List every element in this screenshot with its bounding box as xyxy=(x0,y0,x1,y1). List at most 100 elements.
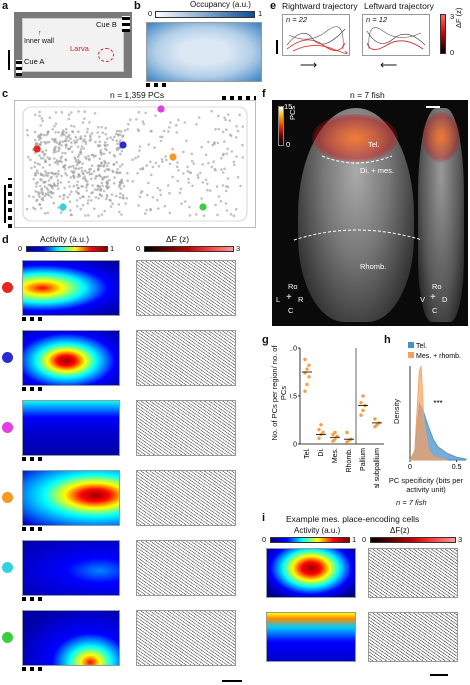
pc-point xyxy=(105,184,109,187)
pc-point xyxy=(67,133,71,137)
pc-point xyxy=(195,123,198,126)
panel-f-label: f xyxy=(262,88,266,100)
pc-point xyxy=(107,168,110,172)
pc-point xyxy=(207,140,210,144)
pc-point xyxy=(137,110,141,114)
g-point xyxy=(305,367,309,371)
pc-point xyxy=(108,178,111,182)
pc-point xyxy=(65,173,69,177)
axis1-c: C xyxy=(288,306,294,315)
pc-point xyxy=(83,175,86,178)
pc-point xyxy=(168,191,171,195)
pc-point xyxy=(224,189,228,193)
pc-point xyxy=(64,158,67,161)
pc-point xyxy=(178,191,182,195)
pc-point xyxy=(117,129,121,133)
pc-point xyxy=(75,199,79,202)
pc-point xyxy=(96,144,100,147)
g-point xyxy=(307,363,311,367)
pc-point xyxy=(46,188,50,192)
cue-checker xyxy=(22,597,46,601)
pc-point xyxy=(39,156,43,160)
pc-point xyxy=(48,116,52,119)
pc-point xyxy=(118,196,122,199)
pc-point xyxy=(42,181,46,184)
h-x-tick-label: 0.5 xyxy=(452,464,462,470)
pc-point xyxy=(186,169,190,173)
pc-point xyxy=(67,147,71,151)
pc-point xyxy=(101,131,105,134)
pc-point xyxy=(168,211,172,215)
pc-point xyxy=(47,191,50,194)
pc-point xyxy=(80,166,83,170)
pc-point xyxy=(48,157,52,160)
pc-point xyxy=(188,205,191,209)
g-category-label: Pallium xyxy=(360,448,367,471)
pc-point xyxy=(204,178,208,182)
pc-point xyxy=(47,130,50,133)
pc-point xyxy=(232,160,236,164)
cell-color-dot xyxy=(2,632,13,643)
pc-point xyxy=(85,171,89,174)
pc-point xyxy=(39,178,42,181)
pc-point xyxy=(75,183,79,187)
g-category-label: Mes. xyxy=(332,448,339,463)
pc-point xyxy=(104,197,108,201)
pc-point xyxy=(60,155,64,158)
pc-point xyxy=(25,207,29,211)
pc-point xyxy=(224,202,228,205)
pc-point xyxy=(100,125,104,129)
pc-point xyxy=(41,196,45,200)
pc-point xyxy=(84,142,88,146)
pc-point xyxy=(199,171,202,175)
scale-bar-i xyxy=(430,674,448,676)
pc-point xyxy=(225,185,228,188)
pc-point xyxy=(217,114,220,118)
d-df-max: 3 xyxy=(236,244,241,253)
pc-point xyxy=(90,131,94,135)
pc-point xyxy=(187,181,191,184)
pc-point xyxy=(101,178,104,181)
pc-point xyxy=(98,140,102,143)
leftward-n: n = 12 xyxy=(366,15,388,24)
pc-point xyxy=(192,162,196,165)
df-trajectory-map xyxy=(136,400,236,456)
pc-point xyxy=(52,182,56,185)
pc-point xyxy=(30,166,33,170)
inner-wall-arrow: ↑ xyxy=(38,30,42,37)
pc-point xyxy=(37,143,40,146)
h-chart: 0 0.5 Tel. Mes. + rhomb. *** xyxy=(408,342,467,470)
pc-point xyxy=(33,207,37,211)
axis1-ro: Ro xyxy=(288,282,298,291)
pc-point xyxy=(187,177,190,181)
pc-point xyxy=(119,192,122,195)
pc-point xyxy=(105,137,109,140)
inner-wall-label: Inner wall xyxy=(24,38,54,45)
pc-point xyxy=(241,125,245,128)
pc-point xyxy=(67,139,70,143)
pc-point xyxy=(230,150,234,153)
pc-point xyxy=(236,175,240,179)
pc-point xyxy=(72,125,76,128)
pc-point xyxy=(146,193,149,197)
pc-point xyxy=(126,128,129,131)
pc-point xyxy=(71,174,75,178)
pc-point xyxy=(103,169,107,173)
axis1-l: L xyxy=(276,295,281,304)
c-checker-top xyxy=(222,96,256,100)
pc-point xyxy=(186,165,189,169)
pc-point xyxy=(103,144,107,148)
pc-point xyxy=(77,167,81,170)
pc-point xyxy=(241,156,245,159)
i-df-min: 0 xyxy=(362,535,367,544)
pc-point xyxy=(41,192,44,196)
pc-point xyxy=(39,132,43,136)
pc-point xyxy=(117,203,121,206)
pc-point xyxy=(222,152,225,156)
pc-point xyxy=(74,135,78,139)
pc-point xyxy=(90,199,93,202)
occupancy-max: 1 xyxy=(258,9,263,18)
pc-point xyxy=(180,202,183,205)
e-colorbar xyxy=(440,14,446,54)
cue-checker xyxy=(22,667,46,671)
